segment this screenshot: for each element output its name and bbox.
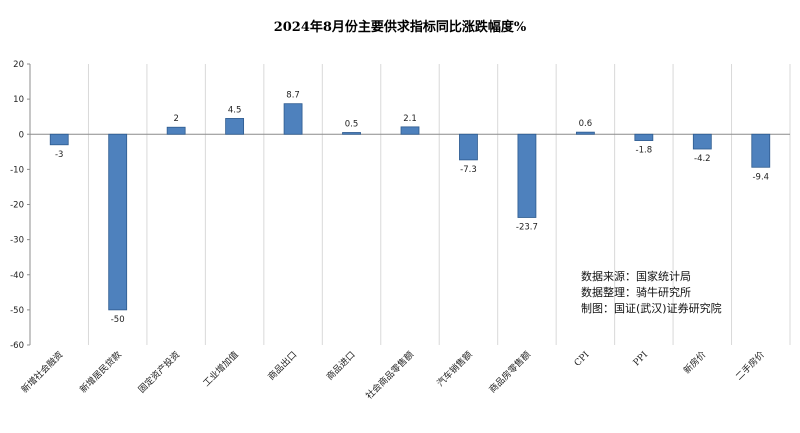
data-label: 8.7 xyxy=(286,91,300,101)
bar xyxy=(692,133,712,150)
data-label: -50 xyxy=(111,315,125,325)
data-labels: -3 -50 2 4.5 8.7 0.5 2.1 -7.3 -23.7 0.6 -1.8 -4.2 -9… xyxy=(55,91,769,325)
x-tick-label: 新增居民贷款 xyxy=(77,349,124,396)
x-tick-label: 汽车销售额 xyxy=(434,349,474,389)
data-label: -23.7 xyxy=(516,222,538,232)
bar xyxy=(400,126,420,135)
source-notes: 数据来源：国家统计局 数据整理：骑牛研究所 制图：国证(武汉)证券研究院 xyxy=(581,269,722,315)
bar xyxy=(459,133,478,161)
data-label: -7.3 xyxy=(460,165,477,175)
data-label: 2.1 xyxy=(403,114,417,124)
note-source: 数据来源：国家统计局 xyxy=(581,269,691,283)
bar xyxy=(751,133,771,168)
bar xyxy=(49,133,69,146)
data-label: -3 xyxy=(55,150,63,160)
x-tick-label: 二手房价 xyxy=(733,349,767,383)
data-label: 2 xyxy=(173,114,178,124)
x-tick-label: 新房价 xyxy=(681,349,709,377)
data-label: -1.8 xyxy=(636,146,653,156)
watermark-text: 雪球：火星宏观 xyxy=(614,399,747,421)
x-tick-label: 社会商品零售额 xyxy=(363,349,416,402)
x-tick-label: 商品出口 xyxy=(265,349,299,383)
bar xyxy=(517,133,537,218)
y-tick-label: -40 xyxy=(10,271,24,281)
bar xyxy=(283,103,303,135)
data-label: 4.5 xyxy=(228,105,242,115)
note-chart-maker: 制图：国证(武汉)证券研究院 xyxy=(581,301,722,315)
gridlines xyxy=(87,64,791,345)
chart-title: 2024年8月份主要供求指标同比涨跌幅度% xyxy=(274,19,527,35)
y-axis-ticks: 20 10 0 -10 -20 -30 -40 -50 -60 xyxy=(10,60,30,351)
snowball-logo-icon xyxy=(585,396,611,422)
x-tick-label: PPI xyxy=(632,350,650,368)
x-tick-label: 固定资产投资 xyxy=(136,349,183,396)
bars xyxy=(49,103,771,311)
note-compiler: 数据整理：骑牛研究所 xyxy=(581,285,691,299)
data-label: 0.6 xyxy=(579,119,593,129)
y-tick-label: -50 xyxy=(10,306,24,316)
data-label: -9.4 xyxy=(752,172,769,182)
y-tick-label: 20 xyxy=(13,60,24,70)
y-tick-label: 10 xyxy=(13,95,24,105)
bar xyxy=(575,131,595,135)
x-tick-label: CPI xyxy=(573,350,592,369)
data-label: -4.2 xyxy=(694,154,711,164)
x-tick-label: 新增社会融资 xyxy=(19,349,66,396)
x-axis-ticks: 新增社会融资 新增居民贷款 固定资产投资 工业增加值 商品出口 商品进口 社会商品零售额 汽车… xyxy=(19,349,767,402)
bar xyxy=(634,133,654,141)
y-tick-label: 0 xyxy=(19,130,24,140)
x-tick-label: 商品房零售额 xyxy=(486,349,533,396)
bar xyxy=(225,118,245,135)
watermark: 雪球：火星宏观 xyxy=(585,396,747,422)
x-tick-label: 商品进口 xyxy=(324,349,358,383)
y-tick-label: -10 xyxy=(10,165,24,175)
bar xyxy=(108,133,128,311)
bar xyxy=(342,132,361,135)
y-tick-label: -20 xyxy=(10,201,24,211)
data-label: 0.5 xyxy=(345,119,359,129)
x-tick-label: 工业增加值 xyxy=(200,349,240,389)
y-tick-label: -30 xyxy=(10,236,24,246)
y-tick-label: -60 xyxy=(10,341,24,351)
bar xyxy=(166,126,186,135)
